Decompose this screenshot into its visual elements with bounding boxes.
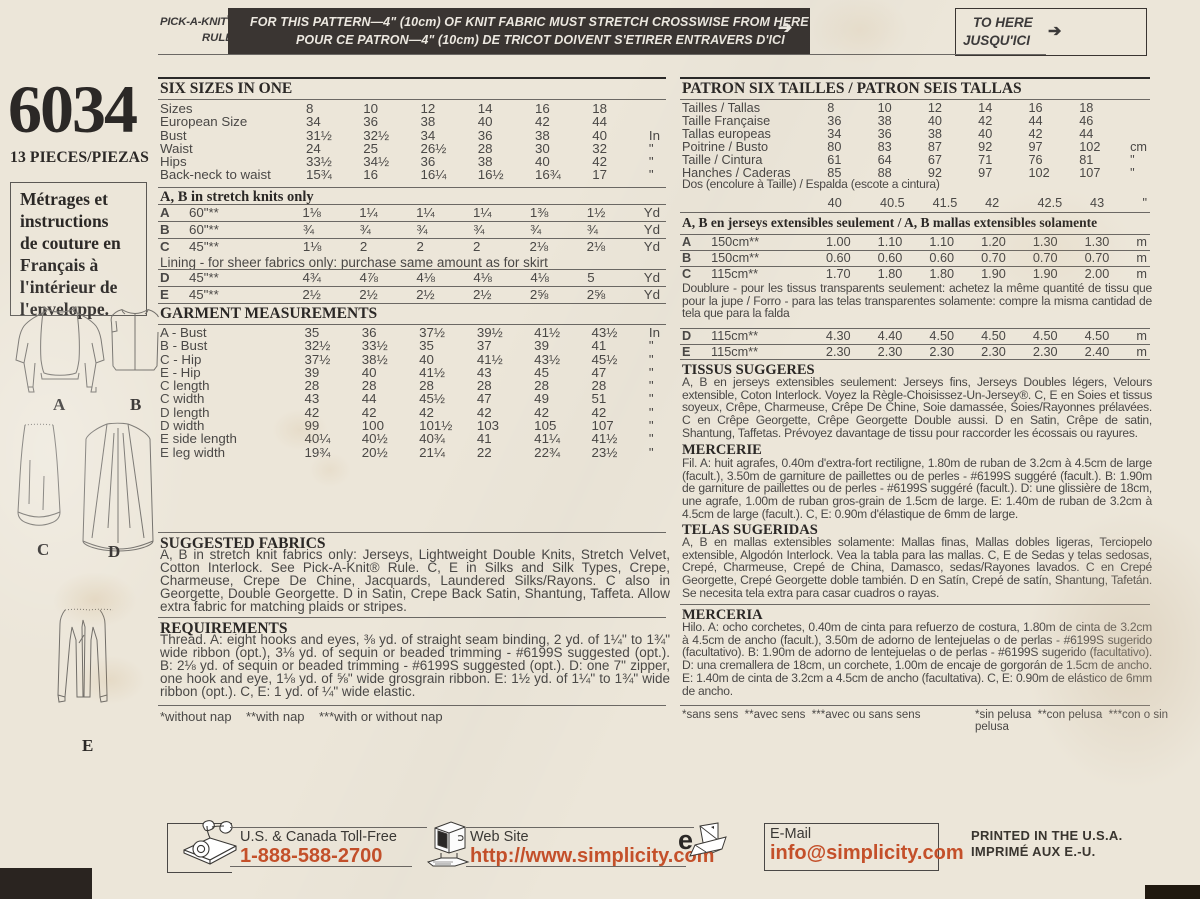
- svg-text:e: e: [678, 825, 693, 855]
